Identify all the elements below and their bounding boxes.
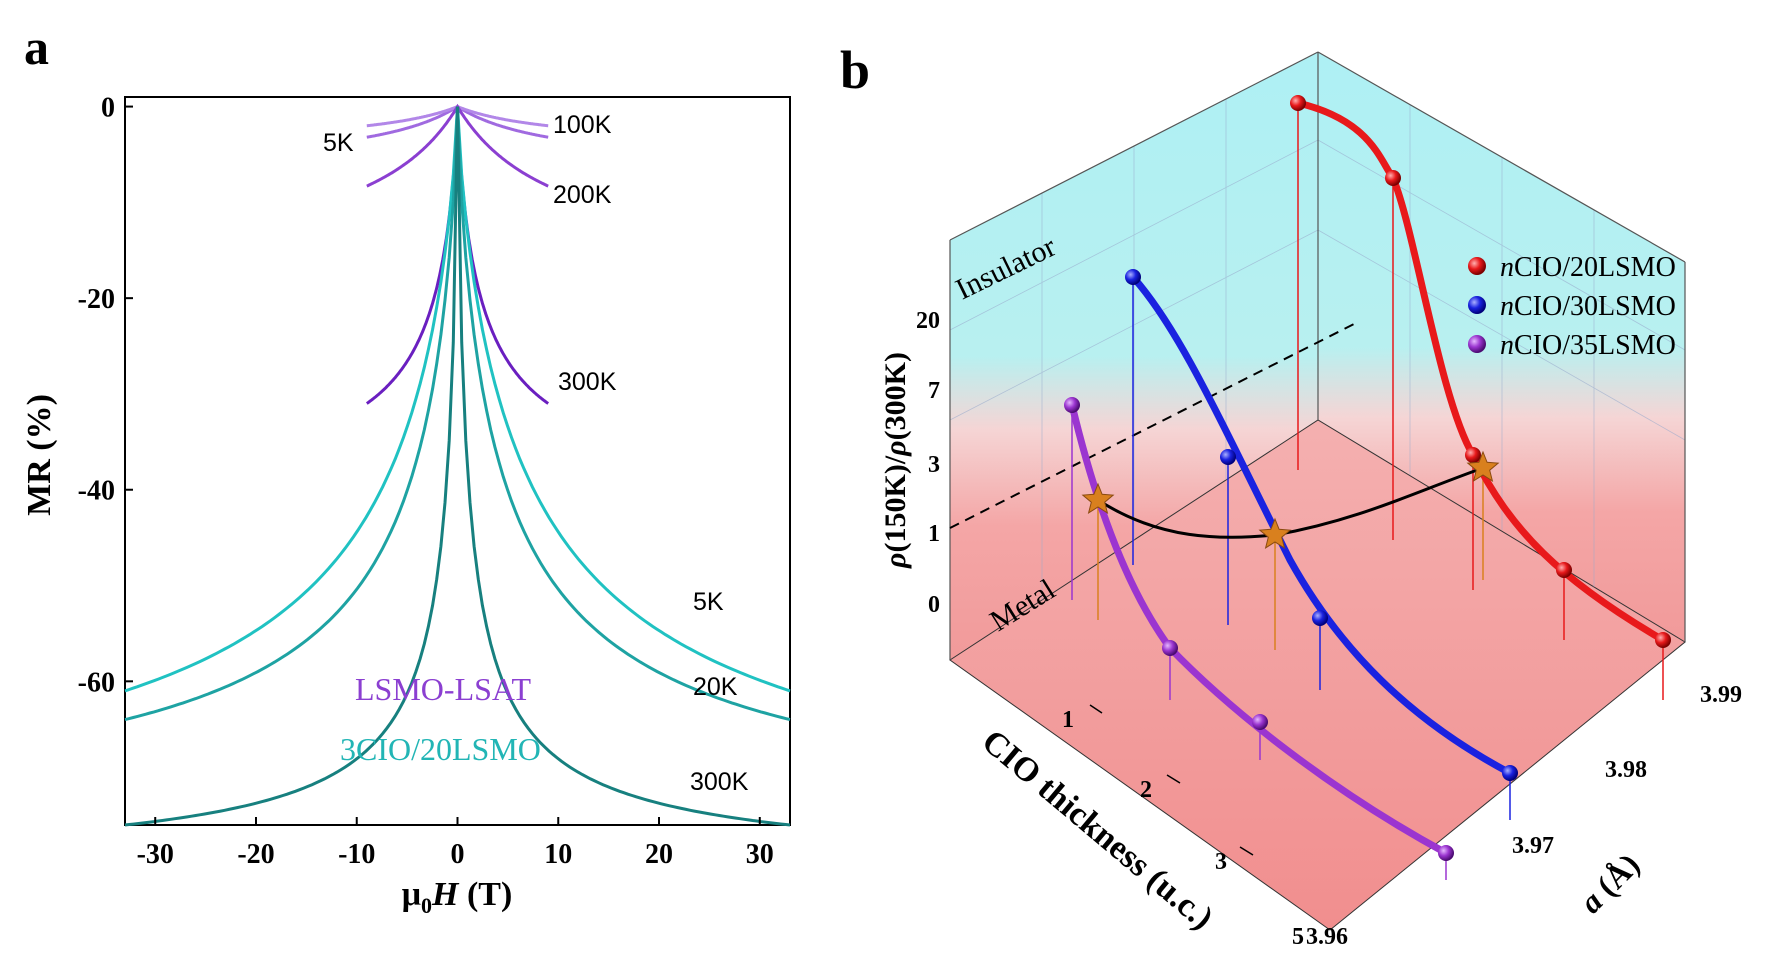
x-label-var: H <box>431 876 460 913</box>
x-tick-label: 0 <box>451 839 465 870</box>
x-tick-1: 1 <box>1062 707 1074 733</box>
legend-label-35lsmo: nCIO/35LSMO <box>1500 330 1676 361</box>
x-label-sub: 0 <box>421 893 432 918</box>
temp-label-cio-20k: 20K <box>693 673 738 701</box>
panel-b-chart: Insulator Metal 20 7 3 1 0 1 2 3 5 3.99 … <box>840 40 1742 950</box>
data-point <box>1312 610 1328 626</box>
z-tick-7: 7 <box>928 378 940 404</box>
y-axis-label-b: a (Å) <box>1572 846 1646 920</box>
y-tick-label: -40 <box>78 476 115 507</box>
temp-label-lsmo-5k: 5K <box>323 129 354 157</box>
mr-line-3cio-20lsmo-5k <box>124 106 791 693</box>
temp-label-lsmo-200k: 200K <box>553 181 612 209</box>
z-tick-20: 20 <box>916 308 940 334</box>
z-axis-ticks: 20 7 3 1 0 <box>916 308 940 618</box>
data-point <box>1465 447 1481 463</box>
data-point <box>1290 95 1306 111</box>
x-label-unit: (T) <box>458 876 512 913</box>
y-tick-label: -60 <box>78 667 115 698</box>
x-tick-label: -10 <box>338 839 375 870</box>
data-points <box>1064 95 1671 861</box>
x-tick-2: 2 <box>1140 777 1152 803</box>
legend-b: nCIO/20LSMO nCIO/30LSMO nCIO/35LSMO <box>1468 252 1676 361</box>
legend-text-lsmo-lsat: LSMO-LSAT <box>355 671 531 707</box>
legend-marker-20lsmo <box>1468 257 1486 275</box>
transition-star-marker <box>1081 482 1115 514</box>
temp-label-cio-5k: 5K <box>693 588 724 616</box>
mr-series-group <box>124 103 791 827</box>
temp-label-lsmo-100k: 100K <box>553 111 612 139</box>
panel-label-a: a <box>24 19 49 75</box>
box-edges <box>949 51 1686 660</box>
z-tick-1: 1 <box>928 521 940 547</box>
data-point <box>1502 765 1518 781</box>
panel-a-chart: a -30 -20 -10 0 10 20 30 0 -20 -40 -60 MR (%) μ0H … <box>21 19 791 918</box>
x-tick-label: -30 <box>137 839 174 870</box>
metal-insulator-boundary <box>949 321 1359 529</box>
data-point <box>1162 640 1178 656</box>
z-tick-3: 3 <box>928 452 940 478</box>
y-tick-label: -20 <box>78 284 115 315</box>
x-label-mu: μ <box>402 876 421 913</box>
x-axis-ticks-b: 1 2 3 5 <box>1062 704 1304 950</box>
y-tick-398: 3.98 <box>1605 757 1647 783</box>
panel-label-b: b <box>840 40 870 100</box>
axis-ticks-a: -30 -20 -10 0 10 20 30 0 -20 -40 -60 <box>78 93 774 870</box>
x-tick-3: 3 <box>1215 849 1227 875</box>
droplines <box>1071 103 1664 880</box>
x-tick-label: 20 <box>645 839 673 870</box>
y-tick-399: 3.99 <box>1700 682 1742 708</box>
data-point <box>1655 632 1671 648</box>
y-axis-ticks-b: 3.99 3.98 3.97 3.96 <box>1306 682 1742 950</box>
box-gridlines <box>949 99 1686 600</box>
data-point <box>1438 845 1454 861</box>
transition-star-marker <box>1258 517 1292 549</box>
temp-label-cio-300k: 300K <box>690 768 749 796</box>
legend-label-30lsmo: nCIO/30LSMO <box>1500 291 1676 322</box>
x-tick-5: 5 <box>1292 924 1304 950</box>
data-point <box>1125 269 1141 285</box>
mr-line-3cio-20lsmo-20k <box>124 106 791 722</box>
data-point <box>1220 449 1236 465</box>
legend-text-3cio-20lsmo: 3CIO/20LSMO <box>340 731 541 767</box>
mr-line-3cio-20lsmo-300k <box>124 106 791 827</box>
z-tick-0: 0 <box>928 592 940 618</box>
x-tick-label: 10 <box>544 839 572 870</box>
y-tick-label: 0 <box>101 93 115 124</box>
legend-label-20lsmo: nCIO/20LSMO <box>1500 252 1676 283</box>
z-axis-label: ρ(150K)/ρ(300K) <box>879 352 912 569</box>
transition-star-marker <box>1466 450 1500 482</box>
data-point <box>1385 170 1401 186</box>
x-tick-label: -20 <box>237 839 274 870</box>
legend-marker-30lsmo <box>1468 296 1486 314</box>
x-axis-label-a: μ0H (T) <box>402 876 513 918</box>
curve-ncio-30lsmo <box>1130 274 1512 777</box>
legend-marker-35lsmo <box>1468 335 1486 353</box>
data-point <box>1064 397 1080 413</box>
temp-label-lsmo-300k: 300K <box>558 368 617 396</box>
y-tick-396: 3.96 <box>1306 924 1348 950</box>
y-axis-label-a: MR (%) <box>21 394 58 516</box>
curve-ncio-20lsmo <box>1297 99 1665 644</box>
plot-frame-a <box>124 96 791 826</box>
y-tick-397: 3.97 <box>1512 833 1554 859</box>
data-point <box>1556 562 1572 578</box>
data-point <box>1252 714 1268 730</box>
x-tick-label: 30 <box>746 839 774 870</box>
